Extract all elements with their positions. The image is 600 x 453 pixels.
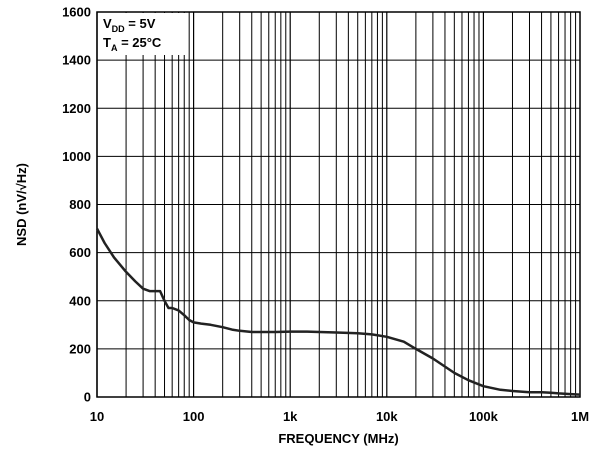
y-axis-ticks: 0 200 400 600 800 1000 1200 1400 1600 — [62, 5, 91, 405]
y-tick-label: 400 — [69, 293, 91, 308]
legend-vdd: VDD = 5V — [103, 16, 156, 34]
y-axis-title: NSD (nV/√Hz) — [14, 163, 29, 246]
x-axis-ticks: 10 100 1k 10k 100k 1M — [90, 409, 589, 424]
y-tick-label: 1600 — [62, 5, 91, 20]
y-tick-label: 0 — [84, 390, 91, 405]
y-tick-label: 200 — [69, 341, 91, 356]
grid-lines — [96, 11, 580, 398]
x-tick-label: 1k — [283, 409, 298, 424]
x-tick-label: 10k — [376, 409, 398, 424]
y-tick-label: 800 — [69, 197, 91, 212]
y-tick-label: 600 — [69, 245, 91, 260]
x-tick-label: 1M — [571, 409, 589, 424]
x-tick-label: 10 — [90, 409, 104, 424]
y-tick-label: 1000 — [62, 149, 91, 164]
legend-background — [98, 13, 186, 55]
legend-ta: TA = 25°C — [103, 35, 162, 53]
y-tick-label: 1400 — [62, 53, 91, 68]
legend-box: VDD = 5V TA = 25°C — [98, 13, 186, 55]
series-line — [95, 228, 581, 396]
plot-area — [96, 11, 581, 398]
y-tick-label: 1200 — [62, 101, 91, 116]
x-tick-label: 100k — [469, 409, 499, 424]
x-axis-title: FREQUENCY (MHz) — [278, 431, 398, 446]
x-tick-label: 100 — [183, 409, 205, 424]
